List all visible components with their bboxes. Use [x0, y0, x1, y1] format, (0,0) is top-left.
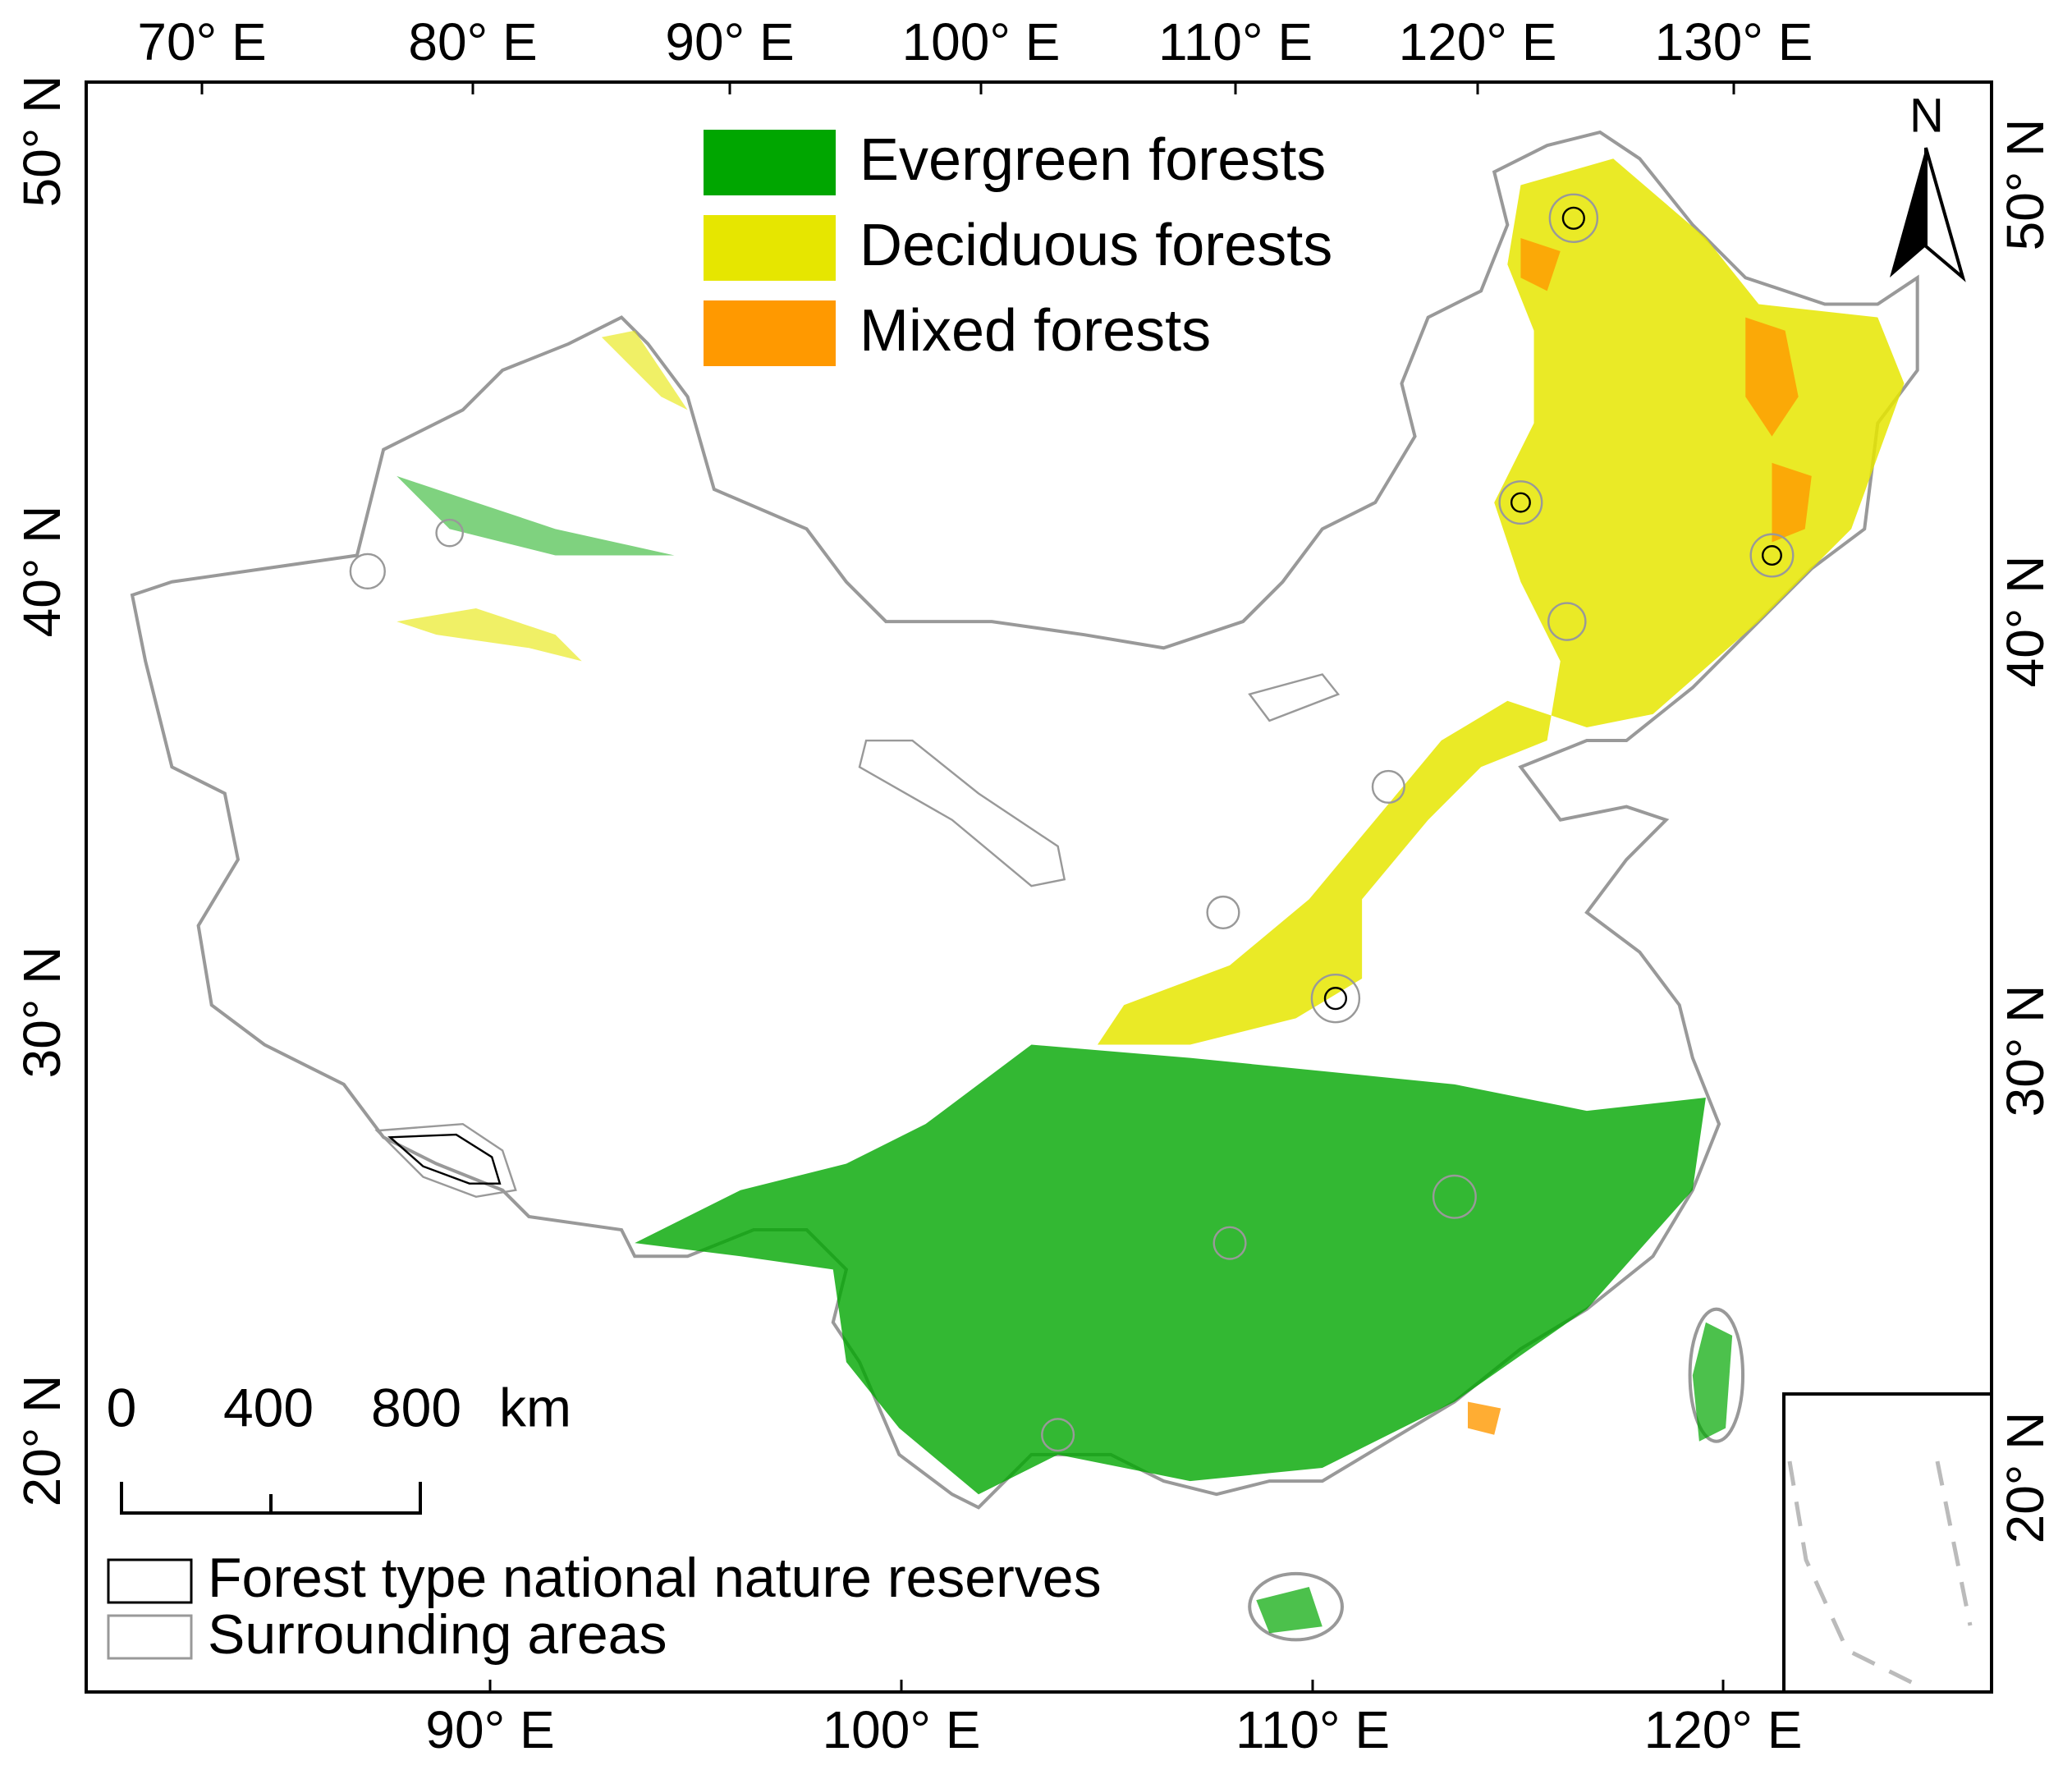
inset-boundary	[1787, 1460, 1973, 1685]
surrounding-area	[1548, 193, 1599, 243]
deciduous-patch	[601, 330, 688, 410]
north-arrow-right	[1924, 147, 1966, 282]
top-axis-label: 100° E	[902, 12, 1061, 71]
top-axis-label: 80° E	[408, 12, 537, 71]
evergreen-patch	[635, 1044, 1706, 1495]
reserve	[1761, 545, 1782, 566]
left-axis-label: 30° N	[12, 947, 71, 1079]
deciduous-patch	[1097, 158, 1905, 1045]
bottom-axis-label: 90° E	[425, 1700, 554, 1759]
surrounding-area	[1310, 973, 1361, 1024]
surrounding-area	[1248, 673, 1341, 722]
legend-swatch	[704, 300, 836, 366]
legend-swatch	[704, 215, 836, 281]
reserve	[387, 1133, 502, 1185]
reserves	[349, 193, 1795, 1452]
reserve	[1561, 206, 1585, 230]
right-axis-label: 30° N	[1996, 985, 2055, 1117]
left-axis-label: 50° N	[12, 76, 71, 208]
scale-unit: km	[499, 1377, 571, 1437]
scale-label: 400	[223, 1377, 314, 1437]
scale-bar	[120, 1482, 422, 1515]
surrounding-area	[1371, 769, 1405, 804]
north-label: N	[1909, 89, 1944, 142]
legend-label: Deciduous forests	[860, 213, 1332, 278]
surrounding-area	[374, 1122, 517, 1199]
deciduous-patch	[397, 608, 582, 662]
reserve	[1323, 987, 1348, 1011]
reserve	[1510, 492, 1531, 513]
surrounding-area	[1212, 1226, 1247, 1260]
mixed-patch	[1772, 462, 1812, 543]
top-axis-label: 90° E	[665, 12, 794, 71]
evergreen-patch	[397, 475, 675, 556]
surrounding-area	[1547, 602, 1587, 641]
scale-label: 0	[107, 1377, 137, 1437]
scale-label: 800	[371, 1377, 461, 1437]
surrounding-legend-box	[107, 1614, 193, 1660]
bottom-axis-label: 110° E	[1235, 1700, 1390, 1759]
surrounding-area	[1749, 533, 1795, 578]
reserve-legend-label: Surrounding areas	[208, 1603, 667, 1666]
bottom-axis-label: 120° E	[1644, 1700, 1803, 1759]
bottom-axis-label: 100° E	[823, 1700, 981, 1759]
surrounding-area	[1498, 480, 1543, 525]
surrounding-area	[858, 739, 1066, 887]
surrounding-area	[349, 552, 386, 590]
surrounding-area	[435, 518, 464, 548]
inset-frame	[1782, 1392, 1993, 1694]
surrounding-area	[1041, 1418, 1075, 1452]
left-axis-label: 40° N	[12, 506, 71, 638]
north-arrow-left	[1890, 148, 1926, 277]
mixed-patch	[1520, 237, 1561, 291]
evergreen-patch	[1256, 1586, 1323, 1634]
right-axis-label: 40° N	[1996, 556, 2055, 688]
reserve-legend-label: Forest type national nature reserves	[208, 1547, 1102, 1609]
right-axis-label: 50° N	[1996, 119, 2055, 251]
map-layers	[130, 130, 1919, 1642]
evergreen-patch	[1692, 1322, 1733, 1442]
top-axis-label: 130° E	[1655, 12, 1813, 71]
mixed-patch	[1745, 317, 1799, 437]
legend-label: Evergreen forests	[860, 127, 1326, 193]
right-axis-label: 20° N	[1996, 1412, 2055, 1544]
top-axis-label: 110° E	[1158, 12, 1313, 71]
legend-label: Mixed forests	[860, 298, 1211, 364]
map-frame	[85, 80, 1993, 1694]
mixed-patch	[1467, 1401, 1501, 1435]
surrounding-area	[1432, 1174, 1477, 1219]
top-axis-label: 120° E	[1399, 12, 1557, 71]
left-axis-label: 20° N	[12, 1375, 71, 1507]
surrounding-area	[1206, 895, 1240, 929]
legend-swatch	[704, 130, 836, 195]
top-axis-label: 70° E	[137, 12, 266, 71]
reserve-legend-box	[107, 1558, 193, 1604]
